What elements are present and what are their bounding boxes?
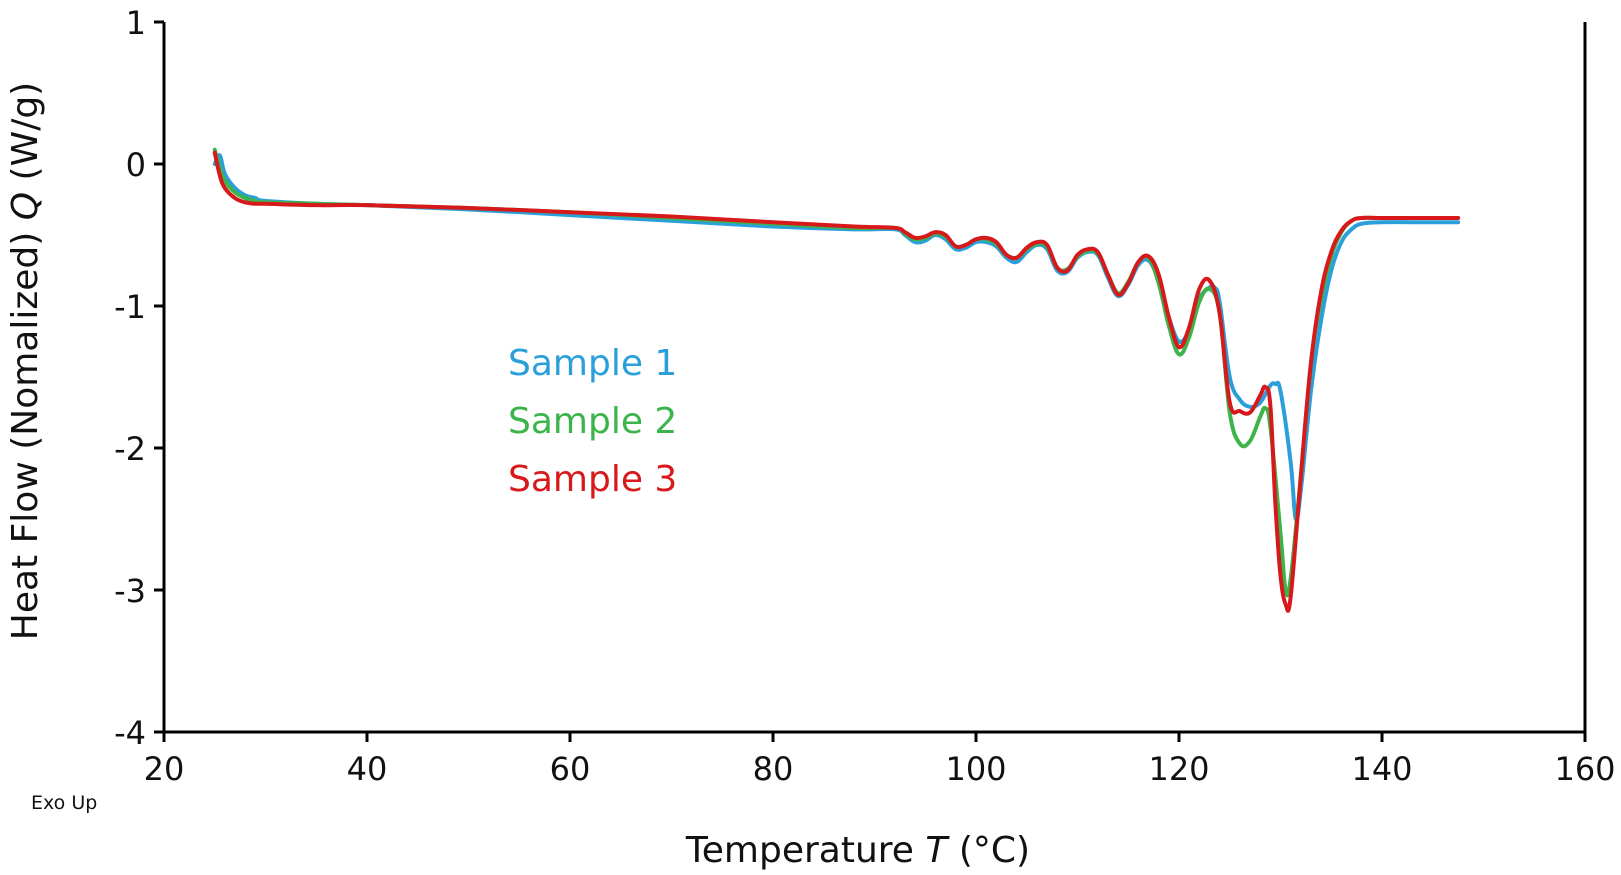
x-tick-label: 60: [550, 750, 591, 788]
x-axis-label: Temperature: [685, 830, 914, 871]
series-line-sample-2: [212, 147, 1461, 598]
y-tick-label: -3: [114, 572, 146, 610]
y-tick-label: -1: [114, 288, 146, 326]
x-tick-label: 120: [1148, 750, 1209, 788]
series-layer: [212, 147, 1461, 613]
x-tick-label: 80: [753, 750, 794, 788]
y-tick-label: -2: [114, 430, 146, 468]
x-tick-label: 40: [347, 750, 388, 788]
y-axis-label: Heat Flow (Nomalized): [5, 232, 46, 641]
legend: Sample 1 Sample 2 Sample 3: [508, 343, 677, 500]
x-tick-label: 20: [144, 750, 185, 788]
x-axis-title: Temperature T (°C): [685, 830, 1030, 871]
x-axis-unit: (°C): [959, 830, 1030, 871]
x-tick-label: 140: [1351, 750, 1412, 788]
y-axis-unit: (W/g): [5, 82, 46, 181]
exo-up-annotation: Exo Up: [31, 792, 97, 814]
x-axis-symbol: T: [925, 830, 950, 871]
legend-entry-sample-1: Sample 1: [508, 343, 677, 384]
y-tick-label: -4: [114, 714, 146, 752]
y-tick-label: 1: [126, 4, 146, 42]
x-tick-label: 100: [945, 750, 1006, 788]
y-axis-symbol: Q: [5, 192, 46, 220]
series-line-sample-3: [212, 150, 1461, 613]
x-tick-label: 160: [1554, 750, 1615, 788]
y-tick-label: 0: [126, 146, 146, 184]
legend-entry-sample-3: Sample 3: [508, 459, 677, 500]
legend-entry-sample-2: Sample 2: [508, 401, 677, 442]
tick-layer: 1 0 -1 -2 -3 -420 40 60 80 100 120 140 160: [114, 4, 1615, 788]
y-axis-title: Heat Flow (Nomalized) Q (W/g): [5, 82, 46, 640]
